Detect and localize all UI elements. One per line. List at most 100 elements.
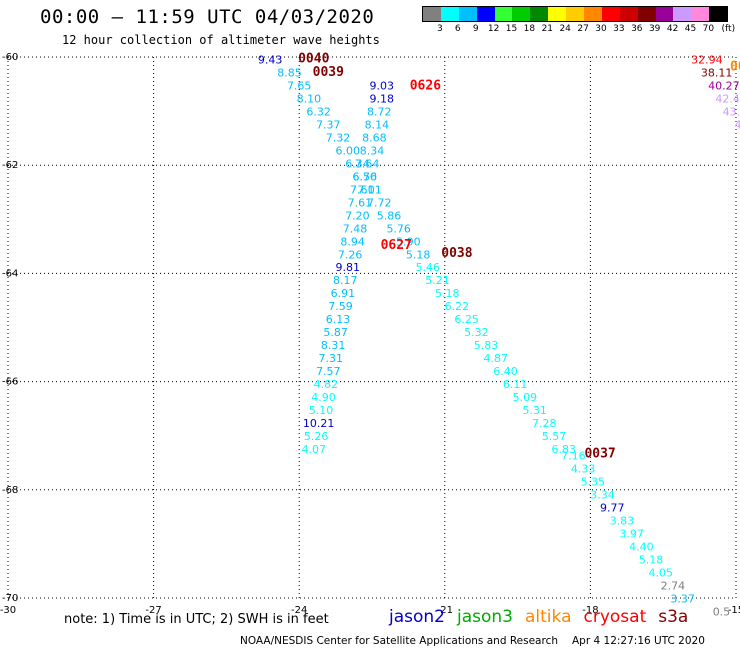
page-subtitle: 12 hour collection of altimeter wave hei… [62, 33, 380, 47]
wave-height-value: 4.07 [302, 443, 327, 456]
wave-height-value: 5.32 [464, 326, 489, 339]
wave-height-value: 7.37 [316, 118, 341, 131]
wave-height-value: 10.21 [303, 417, 335, 430]
wave-height-value: 7.72 [367, 196, 392, 209]
lat-tick-label: -60 [2, 52, 18, 63]
wave-height-value: 8.68 [362, 131, 387, 144]
wave-height-values: 9.438.857.658.106.327.377.326.006.346.56… [258, 53, 740, 618]
wave-height-value: 5.26 [304, 430, 329, 443]
wave-height-value: 43.67 [723, 105, 740, 118]
wave-height-value: 7.64 [355, 157, 380, 170]
wave-height-value: 3.34 [590, 488, 615, 501]
wave-height-value: 4.33 [571, 462, 596, 475]
satellite-legend: jason2 jason3 altika cryosat s3a [389, 607, 700, 627]
color-scale-swatches [422, 6, 729, 22]
wave-height-value: 7.59 [328, 300, 353, 313]
wave-height-value: 7.32 [326, 131, 351, 144]
wave-height-value: 6.91 [331, 287, 356, 300]
pass-time-label: 0036 [730, 60, 740, 75]
color-scale-tick: 15 [505, 24, 518, 34]
color-swatch [440, 7, 459, 21]
wave-height-value: 4.40 [629, 540, 654, 553]
wave-height-value: 8.31 [321, 339, 346, 352]
lon-tick-label: -21 [437, 605, 453, 616]
color-scale-tick: 3 [437, 24, 443, 34]
wave-height-value: 40.27 [708, 79, 740, 92]
wave-height-value: 4.87 [484, 352, 509, 365]
satellite-legend-item: s3a [658, 607, 689, 627]
wave-height-value: 7.20 [345, 209, 370, 222]
color-swatch [530, 7, 549, 21]
lat-tick-label: -66 [2, 377, 18, 388]
wave-height-value: 5.31 [522, 404, 547, 417]
lat-tick-label: -64 [2, 268, 18, 279]
wave-height-value: 5.87 [323, 326, 348, 339]
wave-height-value: 8.10 [297, 92, 322, 105]
color-swatch [601, 7, 620, 21]
wave-height-value: 4.05 [649, 566, 674, 579]
wave-height-value: 7.48 [343, 222, 368, 235]
color-swatch [476, 7, 495, 21]
lat-tick-label: -62 [2, 160, 18, 171]
wave-height-value: 6.56 [352, 170, 377, 183]
wave-height-value: 8.94 [340, 235, 365, 248]
wave-height-value: 5.76 [386, 222, 411, 235]
color-scale-labels: 3 6 9 12 15 18 21 24 27 30 33 36 39 42 45 70 (ft) [422, 22, 735, 34]
wave-height-value: 5.83 [474, 339, 499, 352]
wave-height-value: 5.18 [406, 248, 431, 261]
color-scale-tick: 21 [541, 24, 554, 34]
credit-text: NOAA/NESDIS Center for Satellite Applica… [240, 635, 558, 647]
color-swatch [709, 7, 728, 21]
wave-height-value: 7.57 [316, 365, 341, 378]
lon-tick-label: -18 [582, 605, 598, 616]
color-scale-tick: 18 [523, 24, 536, 34]
color-swatch [655, 7, 674, 21]
footer-note: note: 1) Time is in UTC; 2) SWH is in fe… [64, 612, 329, 627]
graticule [7, 56, 737, 599]
wave-height-value: 38.11 [701, 66, 733, 79]
wave-height-value: 8.17 [333, 274, 358, 287]
wave-height-value: 5.09 [513, 391, 538, 404]
wave-height-value: 5.57 [542, 430, 567, 443]
color-scale-tick: 9 [472, 24, 479, 34]
wave-height-value: 8.85 [277, 66, 302, 79]
wave-height-value: 7.65 [287, 79, 312, 92]
wave-height-value: 9.03 [369, 79, 394, 92]
satellite-legend-item: altika [525, 607, 572, 627]
pass-time-label: 0037 [584, 446, 615, 461]
color-scale-tick: 33 [613, 24, 625, 34]
generated-timestamp: Apr 4 12:27:16 UTC 2020 [572, 635, 705, 647]
color-scale-unit: (ft) [721, 24, 736, 34]
wave-height-value: 5.10 [309, 404, 334, 417]
wave-height-value: 2.74 [661, 579, 686, 592]
wave-height-value: 6.25 [454, 313, 479, 326]
wave-height-value: 6.34 [345, 157, 370, 170]
wave-height-value: 3.83 [610, 514, 635, 527]
satellite-legend-item: jason3 [457, 607, 513, 627]
wave-height-value: 7.16 [561, 450, 586, 463]
color-swatch [584, 7, 602, 21]
credit-line: NOAA/NESDIS Center for Satellite Applica… [240, 635, 705, 647]
wave-height-value: 4.90 [311, 391, 336, 404]
color-scale-tick: 12 [487, 24, 500, 34]
color-scale-tick: 70 [702, 24, 715, 34]
color-scale-tick: 39 [648, 24, 661, 34]
satellite-legend-item: cryosat [583, 607, 647, 627]
wave-height-value: 7.61 [348, 196, 373, 209]
wave-height-value: 0.5 [713, 605, 731, 618]
wave-height-value: 6.83 [551, 443, 576, 456]
wave-height-value: 6.40 [493, 365, 518, 378]
wave-height-value: 42.41 [715, 92, 740, 105]
pass-time-label: 0040 [298, 51, 329, 66]
wave-height-value: 9.18 [369, 92, 394, 105]
color-scale-tick: 30 [595, 24, 607, 34]
wave-height-value: 6.11 [503, 378, 528, 391]
lon-tick-label: -24 [291, 605, 307, 616]
wave-height-value: 6.70 [352, 170, 377, 183]
axis-tick-labels: -30 -27 -24 -21 -18 -15 -60 -62 -64 -66 -68 -70 [0, 52, 740, 616]
color-swatch [458, 7, 477, 21]
wave-height-value: 9.43 [258, 53, 283, 66]
wave-height-value: 42. [735, 118, 740, 131]
